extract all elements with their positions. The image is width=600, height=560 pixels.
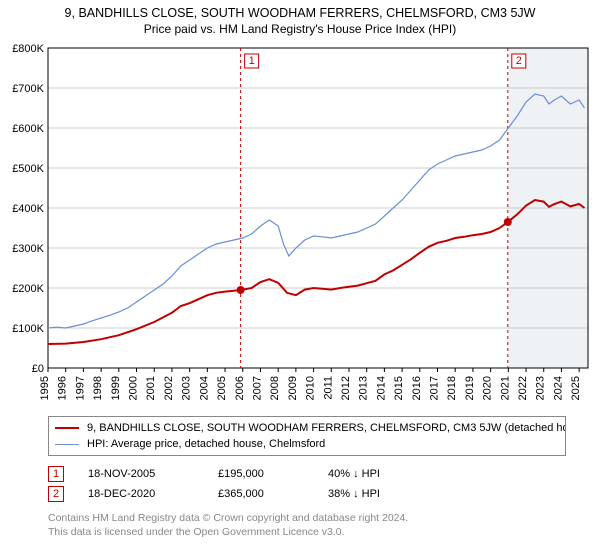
svg-text:2019: 2019	[464, 376, 476, 400]
footer: Contains HM Land Registry data © Crown c…	[48, 512, 566, 539]
sales-row: 2 18-DEC-2020£365,00038% ↓ HPI	[48, 484, 566, 504]
svg-text:2018: 2018	[446, 376, 458, 400]
svg-text:2025: 2025	[570, 376, 582, 400]
svg-text:2005: 2005	[216, 376, 228, 400]
svg-text:2024: 2024	[552, 376, 564, 400]
svg-text:2017: 2017	[429, 376, 441, 400]
svg-text:£800K: £800K	[12, 43, 44, 55]
sale-hpi-delta: 38% ↓ HPI	[328, 488, 448, 500]
svg-text:2006: 2006	[234, 376, 246, 400]
svg-text:2012: 2012	[340, 376, 352, 400]
svg-text:2009: 2009	[287, 376, 299, 400]
header-address: 9, BANDHILLS CLOSE, SOUTH WOODHAM FERRER…	[10, 6, 590, 20]
chart-svg: £0 £100K £200K £300K £400K £500K £600K £700K £80…	[0, 40, 600, 410]
footer-line-1: Contains HM Land Registry data © Crown c…	[48, 512, 566, 526]
sales-row: 1 18-NOV-2005£195,00040% ↓ HPI	[48, 464, 566, 484]
svg-text:1999: 1999	[110, 376, 122, 400]
legend-row: 9, BANDHILLS CLOSE, SOUTH WOODHAM FERRER…	[55, 420, 559, 436]
svg-text:2003: 2003	[181, 376, 193, 400]
chart-header: 9, BANDHILLS CLOSE, SOUTH WOODHAM FERRER…	[0, 0, 600, 40]
svg-text:2: 2	[516, 55, 522, 67]
svg-text:£0: £0	[32, 363, 44, 375]
svg-text:2000: 2000	[128, 376, 140, 400]
sale-number-box: 1	[48, 466, 64, 482]
svg-text:2002: 2002	[163, 376, 175, 400]
svg-text:2001: 2001	[145, 376, 157, 400]
svg-text:1998: 1998	[92, 376, 104, 400]
svg-text:2023: 2023	[535, 376, 547, 400]
svg-text:£300K: £300K	[12, 243, 44, 255]
header-subtitle: Price paid vs. HM Land Registry's House …	[10, 22, 590, 36]
legend-label: 9, BANDHILLS CLOSE, SOUTH WOODHAM FERRER…	[87, 422, 566, 434]
svg-text:£500K: £500K	[12, 163, 44, 175]
svg-text:1997: 1997	[74, 376, 86, 400]
sale-price: £195,000	[218, 468, 328, 480]
svg-text:£400K: £400K	[12, 203, 44, 215]
legend-swatch	[55, 444, 79, 445]
svg-text:1996: 1996	[57, 376, 69, 400]
sale-date: 18-NOV-2005	[88, 468, 218, 480]
sales-table: 1 18-NOV-2005£195,00040% ↓ HPI 2 18-DEC-202…	[48, 464, 566, 504]
svg-text:2022: 2022	[517, 376, 529, 400]
svg-text:£700K: £700K	[12, 83, 44, 95]
legend-label: HPI: Average price, detached house, Chel…	[87, 438, 325, 450]
svg-text:2004: 2004	[198, 376, 210, 400]
sale-date: 18-DEC-2020	[88, 488, 218, 500]
svg-text:2011: 2011	[322, 376, 334, 400]
legend-row: HPI: Average price, detached house, Chel…	[55, 436, 559, 452]
svg-text:£200K: £200K	[12, 283, 44, 295]
legend: 9, BANDHILLS CLOSE, SOUTH WOODHAM FERRER…	[48, 416, 566, 456]
svg-text:2010: 2010	[305, 376, 317, 400]
svg-text:2013: 2013	[358, 376, 370, 400]
svg-text:1995: 1995	[39, 376, 51, 400]
svg-text:2015: 2015	[393, 376, 405, 400]
sale-price: £365,000	[218, 488, 328, 500]
price-chart: £0 £100K £200K £300K £400K £500K £600K £700K £80…	[0, 40, 600, 410]
svg-text:£600K: £600K	[12, 123, 44, 135]
svg-text:1: 1	[249, 55, 255, 67]
svg-text:2020: 2020	[482, 376, 494, 400]
footer-line-2: This data is licensed under the Open Gov…	[48, 526, 566, 540]
svg-text:2016: 2016	[411, 376, 423, 400]
svg-text:2014: 2014	[375, 376, 387, 400]
legend-swatch	[55, 427, 79, 429]
svg-text:£100K: £100K	[12, 323, 44, 335]
svg-text:2008: 2008	[269, 376, 281, 400]
svg-text:2007: 2007	[251, 376, 263, 400]
svg-text:2021: 2021	[499, 376, 511, 400]
sale-number-box: 2	[48, 486, 64, 502]
sale-hpi-delta: 40% ↓ HPI	[328, 468, 448, 480]
